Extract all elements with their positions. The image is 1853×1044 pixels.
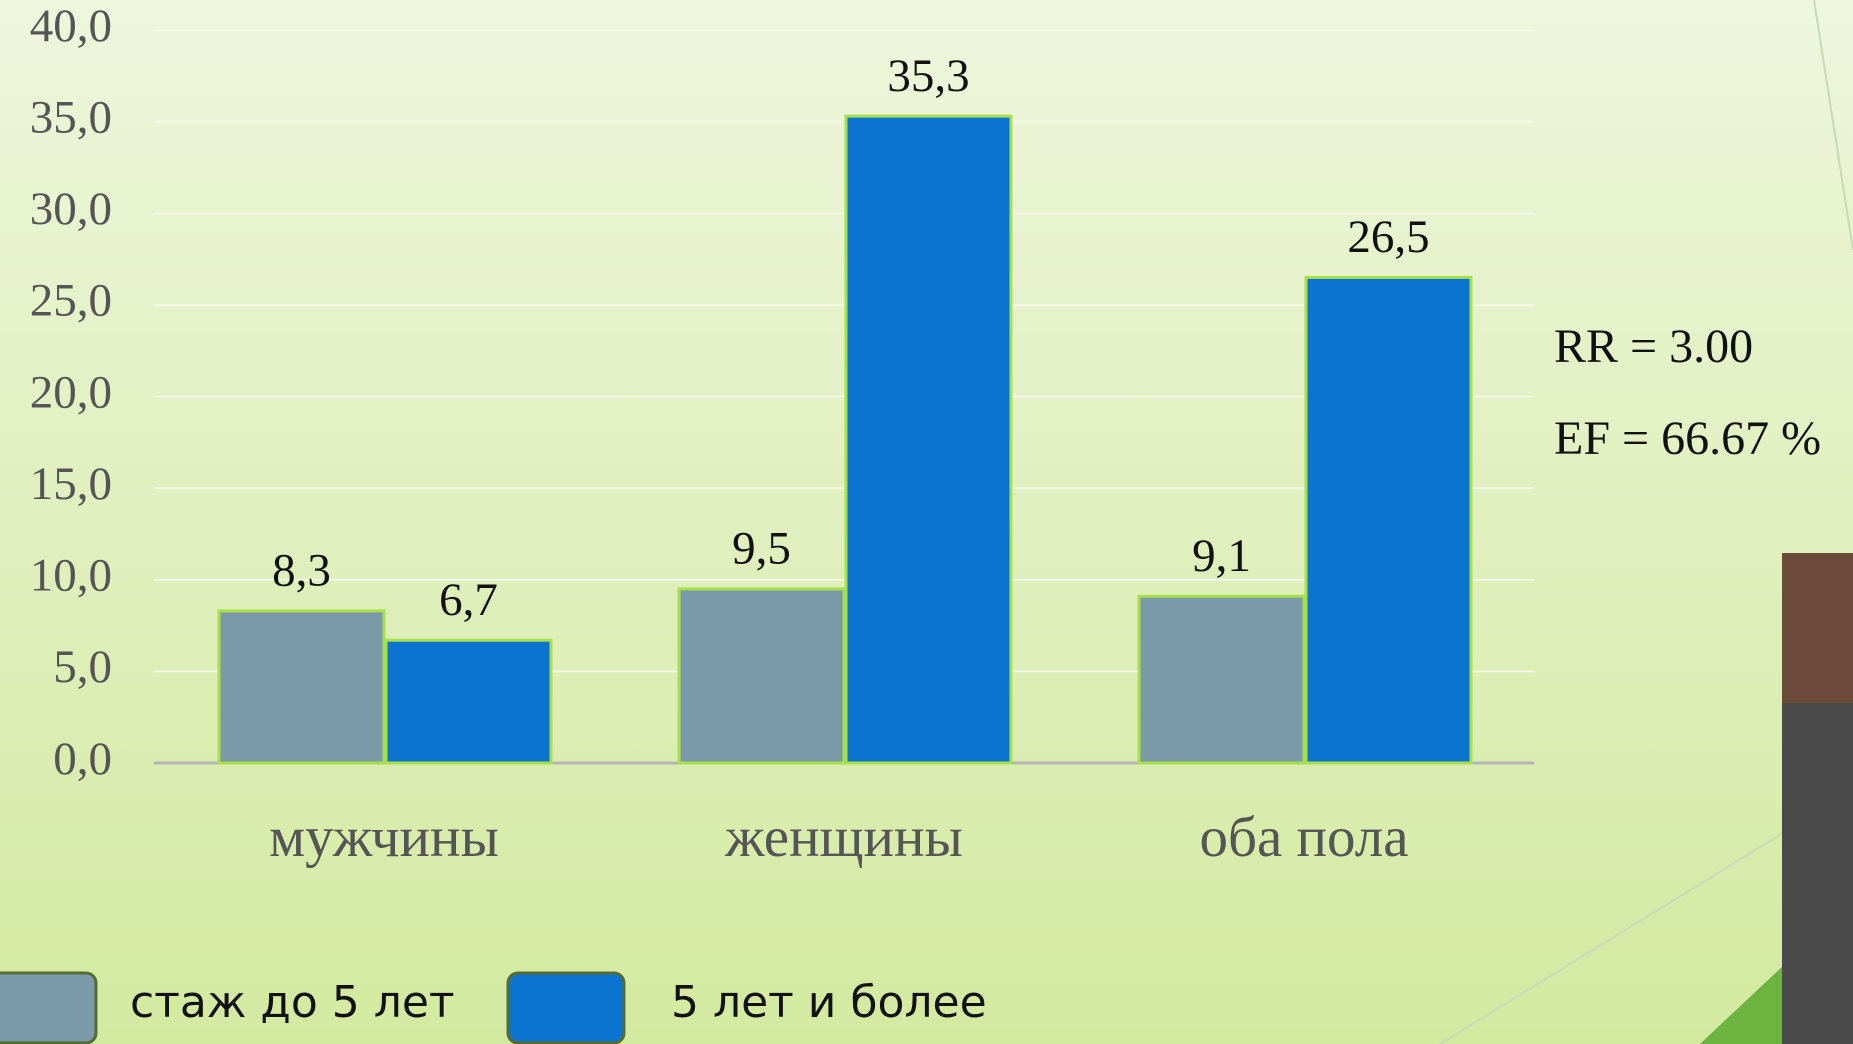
value-label: 26,5 xyxy=(1347,211,1429,263)
bar xyxy=(844,114,1013,765)
value-label: 9,5 xyxy=(732,523,791,575)
value-label: 35,3 xyxy=(887,50,969,102)
legend-label: 5 лет и более xyxy=(671,977,987,1028)
legend-swatch xyxy=(0,971,98,1044)
x-tick-label: женщины xyxy=(724,806,963,869)
value-label: 6,7 xyxy=(439,574,498,626)
bar xyxy=(1137,594,1306,765)
y-tick-label: 10,0 xyxy=(30,550,112,602)
annotation: EF = 66.67 % xyxy=(1554,412,1821,465)
y-tick-label: 20,0 xyxy=(30,366,112,418)
bar xyxy=(384,638,553,765)
annotation: RR = 3.00 xyxy=(1554,320,1753,373)
y-tick-label: 0,0 xyxy=(53,733,112,785)
bar xyxy=(217,609,386,765)
y-tick-label: 25,0 xyxy=(30,275,112,327)
x-tick-label: мужчины xyxy=(269,806,499,869)
x-tick-label: оба пола xyxy=(1199,806,1408,869)
legend-label: стаж до 5 лет xyxy=(130,977,455,1028)
y-tick-label: 40,0 xyxy=(30,0,112,52)
video-overlay xyxy=(1782,553,1853,703)
decor-line xyxy=(1813,0,1853,251)
bar xyxy=(1304,275,1473,765)
y-tick-label: 35,0 xyxy=(30,91,112,143)
bar xyxy=(677,587,846,765)
y-tick-label: 15,0 xyxy=(30,458,112,510)
y-tick-label: 5,0 xyxy=(53,641,112,693)
y-tick-label: 30,0 xyxy=(30,183,112,235)
value-label: 9,1 xyxy=(1192,530,1251,582)
legend-swatch xyxy=(506,971,626,1044)
value-label: 8,3 xyxy=(272,545,331,597)
